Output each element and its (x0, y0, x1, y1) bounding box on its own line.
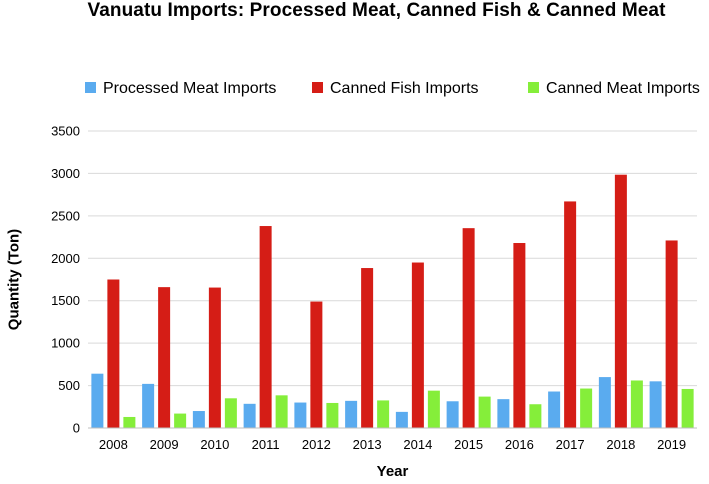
x-tick-label: 2018 (606, 437, 635, 452)
y-tick-label: 1000 (51, 336, 80, 351)
bar-canned-meat-imports-2019 (681, 388, 694, 428)
bar-canned-meat-imports-2011 (275, 395, 288, 428)
y-tick-label: 500 (58, 378, 80, 393)
bar-canned-fish-imports-2013 (361, 268, 374, 428)
bar-processed-meat-imports-2008 (91, 373, 104, 428)
legend: Processed Meat Imports Canned Fish Import… (85, 80, 700, 97)
y-axis-title: Quantity (Ton) (6, 229, 23, 330)
bar-processed-meat-imports-2018 (598, 377, 611, 428)
bar-canned-fish-imports-2009 (158, 287, 171, 428)
bar-canned-meat-imports-2008 (123, 416, 136, 428)
legend-swatch (528, 82, 539, 93)
chart-title: Vanuatu Imports: Processed Meat, Canned … (87, 0, 666, 21)
bar-processed-meat-imports-2017 (548, 391, 561, 428)
bar-processed-meat-imports-2010 (192, 411, 205, 428)
y-tick-label: 3500 (51, 124, 80, 139)
legend-label: Canned Fish Imports (330, 80, 479, 97)
bar-processed-meat-imports-2015 (446, 401, 459, 428)
gridlines (88, 130, 697, 387)
x-tick-label: 2019 (657, 437, 686, 452)
bars (91, 174, 694, 428)
legend-label: Canned Meat Imports (546, 80, 700, 97)
legend-swatch (312, 82, 323, 93)
x-tick-label: 2016 (505, 437, 534, 452)
x-tick-label: 2014 (403, 437, 432, 452)
x-tick-label: 2013 (353, 437, 382, 452)
y-tick-label: 2500 (51, 208, 80, 223)
bar-processed-meat-imports-2012 (294, 402, 307, 428)
x-tick-label: 2009 (150, 437, 179, 452)
x-axis-ticks: 2008 2009 2010 2011 2012 2013 2014 2015 2016 2017… (99, 437, 686, 452)
y-tick-label: 3000 (51, 166, 80, 181)
y-tick-label: 0 (73, 421, 80, 436)
legend-swatch (85, 82, 96, 93)
x-tick-label: 2011 (252, 437, 280, 452)
x-tick-label: 2008 (99, 437, 128, 452)
bar-canned-fish-imports-2015 (462, 228, 475, 428)
legend-label: Processed Meat Imports (103, 80, 276, 97)
bar-canned-meat-imports-2013 (377, 400, 390, 428)
y-axis-ticks: 0 500 1000 1500 2000 2500 3000 3500 (51, 124, 80, 436)
bar-canned-fish-imports-2010 (208, 287, 221, 428)
x-axis-title: Year (377, 463, 409, 480)
y-tick-label: 2000 (51, 251, 80, 266)
x-tick-label: 2012 (302, 437, 331, 452)
bar-canned-fish-imports-2018 (614, 174, 627, 428)
bar-canned-meat-imports-2017 (580, 388, 593, 428)
bar-canned-meat-imports-2012 (326, 402, 339, 428)
bar-processed-meat-imports-2014 (395, 411, 408, 428)
bar-canned-meat-imports-2016 (529, 404, 542, 428)
bar-processed-meat-imports-2011 (243, 403, 256, 428)
bar-canned-meat-imports-2018 (630, 380, 643, 428)
bar-canned-meat-imports-2014 (427, 390, 440, 428)
bar-canned-fish-imports-2012 (310, 301, 323, 428)
x-tick-label: 2010 (200, 437, 229, 452)
bar-processed-meat-imports-2016 (497, 399, 510, 428)
y-tick-label: 1500 (51, 293, 80, 308)
bar-canned-fish-imports-2011 (259, 226, 272, 428)
bar-canned-fish-imports-2016 (513, 243, 526, 428)
bar-processed-meat-imports-2009 (142, 383, 155, 428)
bar-canned-meat-imports-2010 (224, 398, 237, 428)
bar-processed-meat-imports-2013 (345, 400, 358, 428)
bar-canned-fish-imports-2017 (564, 201, 577, 428)
bar-canned-fish-imports-2014 (411, 262, 424, 428)
x-tick-label: 2017 (556, 437, 585, 452)
bar-processed-meat-imports-2019 (649, 381, 662, 428)
bar-canned-fish-imports-2019 (665, 240, 678, 428)
bar-canned-fish-imports-2008 (107, 279, 120, 428)
bar-canned-meat-imports-2015 (478, 396, 491, 428)
x-tick-label: 2015 (454, 437, 483, 452)
bar-canned-meat-imports-2009 (174, 413, 187, 428)
